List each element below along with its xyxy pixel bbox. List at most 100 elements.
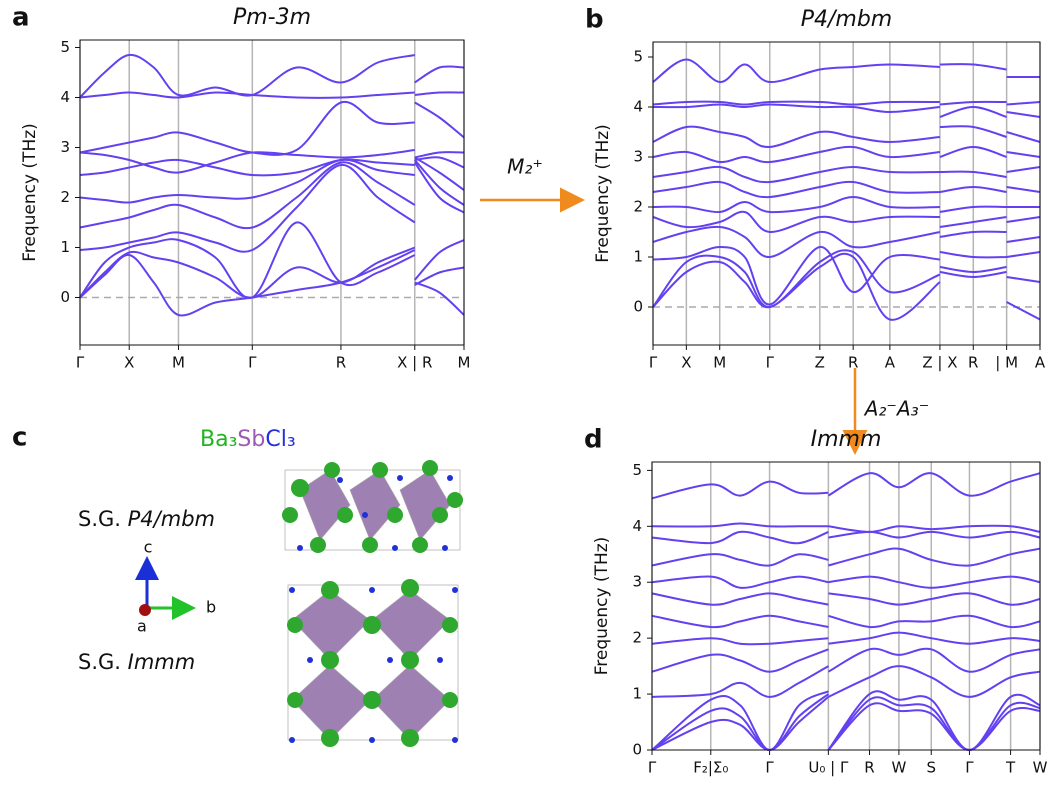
- x-tick-label: W: [891, 759, 906, 777]
- y-tick-label: 4: [632, 517, 642, 535]
- x-tick-label: M: [458, 354, 471, 372]
- x-tick-label: U₀ | Γ: [808, 759, 849, 777]
- x-tick-label: F₂|Σ₀: [693, 759, 728, 777]
- band-line: [652, 125, 1041, 149]
- y-tick-label: 1: [632, 685, 642, 703]
- band-line: [652, 180, 1041, 199]
- y-axis-label: Frequency (THz): [20, 123, 40, 262]
- y-tick-label: 3: [60, 138, 70, 156]
- x-tick-label: X | R: [397, 354, 432, 372]
- band-line: [79, 91, 465, 99]
- x-tick-label: Γ: [765, 759, 774, 777]
- panel-letter: c: [12, 423, 27, 453]
- x-tick-label: R: [848, 354, 858, 372]
- sg-symbol: P4/mbm: [128, 507, 215, 531]
- y-tick-label: 2: [632, 629, 642, 647]
- space-group: S.G. Immm: [78, 650, 195, 674]
- x-tick-label: A: [1035, 354, 1046, 372]
- band-line: [79, 100, 465, 156]
- x-tick-label: X: [681, 354, 691, 372]
- band-line: [79, 159, 465, 230]
- x-tick-label: Γ: [248, 354, 257, 372]
- band-line: [651, 614, 1041, 629]
- x-tick-label: Z | X: [922, 354, 957, 372]
- band-line: [652, 195, 1040, 214]
- sg-symbol: Immm: [128, 650, 196, 674]
- band-line: [652, 100, 1041, 106]
- formula-part: Ba₃: [200, 427, 237, 452]
- plot-frame: [652, 41, 1041, 346]
- band-line: [652, 145, 1041, 164]
- sg-prefix: S.G.: [78, 507, 128, 531]
- band-line: [651, 631, 1041, 646]
- band-line: [651, 472, 1041, 500]
- panel-letter: d: [584, 425, 603, 455]
- band-line: [652, 210, 1041, 234]
- y-tick-label: 0: [633, 298, 643, 316]
- x-tick-label: A: [885, 354, 896, 372]
- chart-title: Pm-3m: [233, 5, 311, 30]
- band-line: [79, 53, 465, 99]
- sg-prefix: S.G.: [78, 650, 128, 674]
- x-tick-label: Γ: [649, 354, 658, 372]
- x-tick-label: R: [968, 354, 978, 372]
- chart-title: Immm: [811, 427, 882, 452]
- axis-name: a: [137, 617, 147, 636]
- band-line: [651, 575, 1041, 589]
- band-line: [651, 522, 1041, 533]
- y-axis-label: Frequency (THz): [592, 537, 612, 676]
- x-tick-label: Γ: [76, 354, 85, 372]
- band-line: [79, 246, 465, 299]
- crystal-top: [282, 460, 463, 553]
- plot-frame: [651, 461, 1041, 751]
- band-line: [79, 156, 465, 177]
- x-tick-label: T: [1005, 759, 1016, 777]
- y-tick-label: 5: [60, 38, 70, 56]
- y-tick-label: 0: [60, 288, 70, 306]
- axis-name: c: [144, 538, 153, 557]
- y-tick-label: 3: [632, 573, 642, 591]
- y-tick-label: 4: [60, 88, 70, 106]
- band-line: [651, 647, 1041, 673]
- band-line: [79, 149, 465, 174]
- y-tick-label: 1: [60, 238, 70, 256]
- x-tick-label: S: [926, 759, 936, 777]
- band-line: [79, 156, 465, 204]
- formula: Ba₃SbCl₃: [200, 427, 296, 452]
- space-group: S.G. P4/mbm: [78, 507, 215, 531]
- band-line: [652, 165, 1041, 184]
- axes-icon: c b a: [135, 538, 216, 636]
- x-tick-label: | M: [995, 354, 1018, 372]
- y-tick-label: 5: [633, 48, 643, 66]
- x-tick-label: X: [124, 354, 134, 372]
- band-line: [652, 225, 1041, 259]
- y-tick-label: 0: [632, 741, 642, 759]
- transition-label: M₂⁺: [507, 155, 543, 179]
- band-line: [651, 547, 1041, 567]
- x-tick-label: Γ: [766, 354, 775, 372]
- band-line: [652, 245, 1041, 306]
- formula-part: Sb: [237, 427, 265, 452]
- x-tick-label: Γ: [648, 759, 657, 777]
- x-tick-label: M: [172, 354, 185, 372]
- x-tick-label: W: [1033, 759, 1048, 777]
- y-tick-label: 5: [632, 461, 642, 479]
- y-tick-label: 2: [60, 188, 70, 206]
- y-tick-label: 3: [633, 148, 643, 166]
- panel-letter: a: [12, 3, 30, 33]
- band-line: [79, 221, 465, 299]
- band-line: [651, 690, 1041, 752]
- crystal-bottom: [287, 579, 459, 747]
- axis-name: b: [206, 598, 216, 617]
- band-line: [652, 58, 1040, 84]
- band-line: [79, 161, 465, 253]
- band-line: [651, 696, 1041, 752]
- band-line: [651, 592, 1041, 606]
- x-tick-label: R: [864, 759, 874, 777]
- band-line: [652, 249, 1041, 308]
- band-line: [652, 103, 1041, 118]
- x-tick-label: M: [713, 354, 726, 372]
- x-tick-label: Γ: [965, 759, 974, 777]
- y-tick-label: 1: [633, 248, 643, 266]
